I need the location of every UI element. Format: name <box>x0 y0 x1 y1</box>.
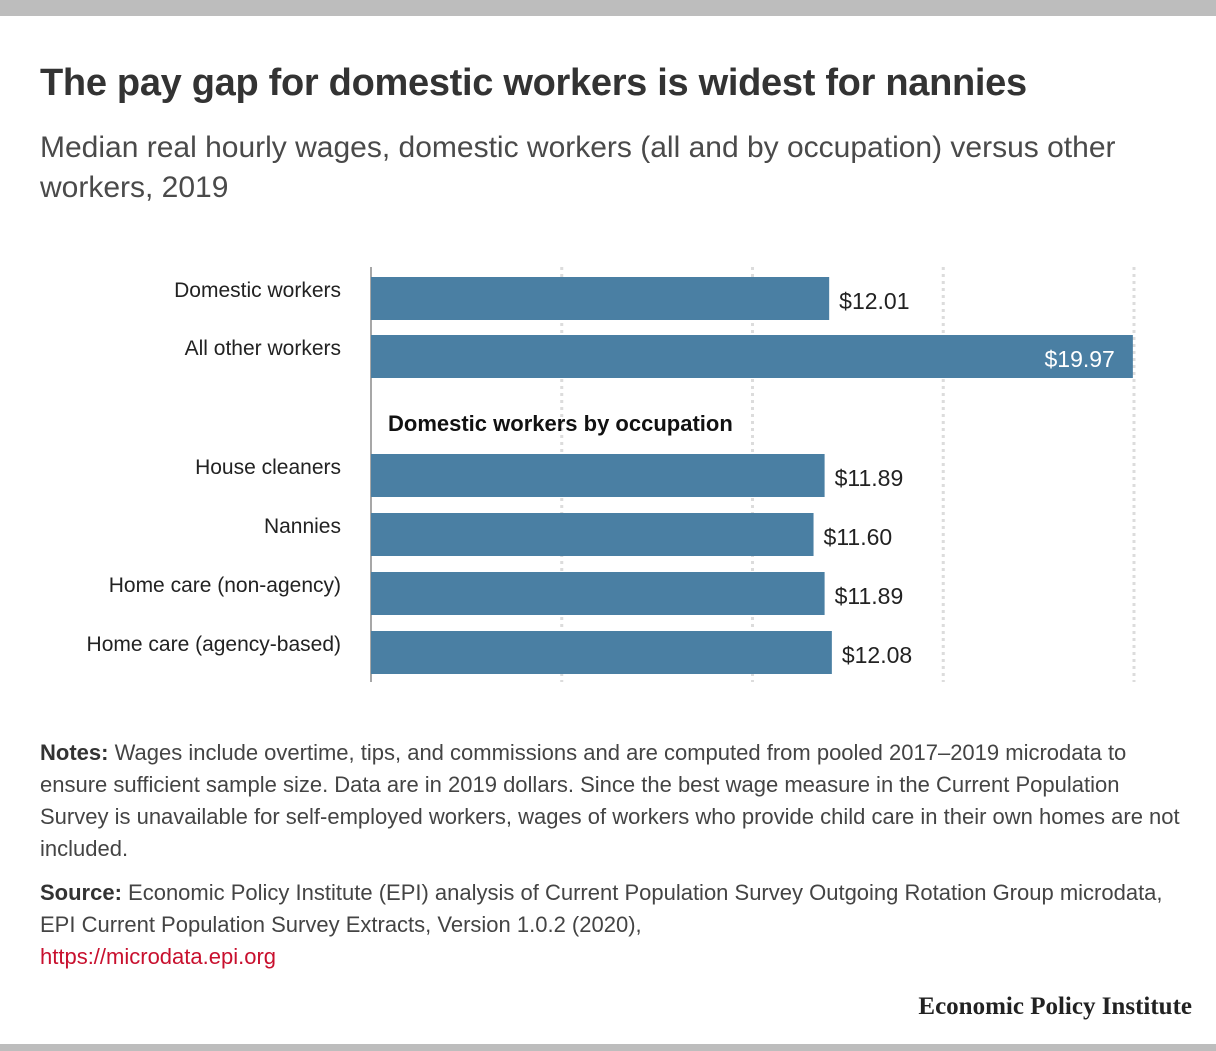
data-label-2: $11.89 <box>835 465 904 491</box>
data-label-5: $12.08 <box>842 642 912 668</box>
chart-subtitle: Median real hourly wages, domestic worke… <box>40 131 1116 204</box>
source-link[interactable]: https://microdata.epi.org <box>40 944 277 969</box>
brand-logo: Economic Policy Institute <box>918 993 1192 1020</box>
bar-0 <box>371 277 830 320</box>
source: Source: Economic Policy Institute (EPI) … <box>40 877 1190 973</box>
data-label-4: $11.89 <box>835 583 904 609</box>
bar-1 <box>371 335 1133 378</box>
bar-chart: Domestic workers $12.01 All other workers $… <box>87 267 1136 682</box>
bar-2 <box>371 454 825 497</box>
category-label-0: Domestic workers <box>174 279 341 302</box>
source-text: Economic Policy Institute (EPI) analysis… <box>40 880 1163 937</box>
category-label-1: All other workers <box>185 337 341 360</box>
data-label-0: $12.01 <box>839 288 909 314</box>
group-heading: Domestic workers by occupation <box>388 411 733 436</box>
notes-text: Wages include overtime, tips, and commis… <box>40 740 1180 861</box>
notes: Notes: Wages include overtime, tips, and… <box>40 737 1190 865</box>
data-label-3: $11.60 <box>824 524 893 550</box>
bar-3 <box>371 513 814 556</box>
bar-4 <box>371 572 825 615</box>
chart-title: The pay gap for domestic workers is wide… <box>40 62 1027 104</box>
category-label-2: House cleaners <box>195 456 341 479</box>
notes-label: Notes: <box>40 740 109 765</box>
data-label-1: $19.97 <box>1044 346 1114 372</box>
category-label-3: Nannies <box>264 515 341 538</box>
bar-5 <box>371 631 832 674</box>
top-border <box>0 0 1216 16</box>
category-label-5: Home care (agency-based) <box>87 633 341 656</box>
category-label-4: Home care (non-agency) <box>109 574 341 597</box>
source-label: Source: <box>40 880 122 905</box>
bottom-border <box>0 1044 1216 1051</box>
